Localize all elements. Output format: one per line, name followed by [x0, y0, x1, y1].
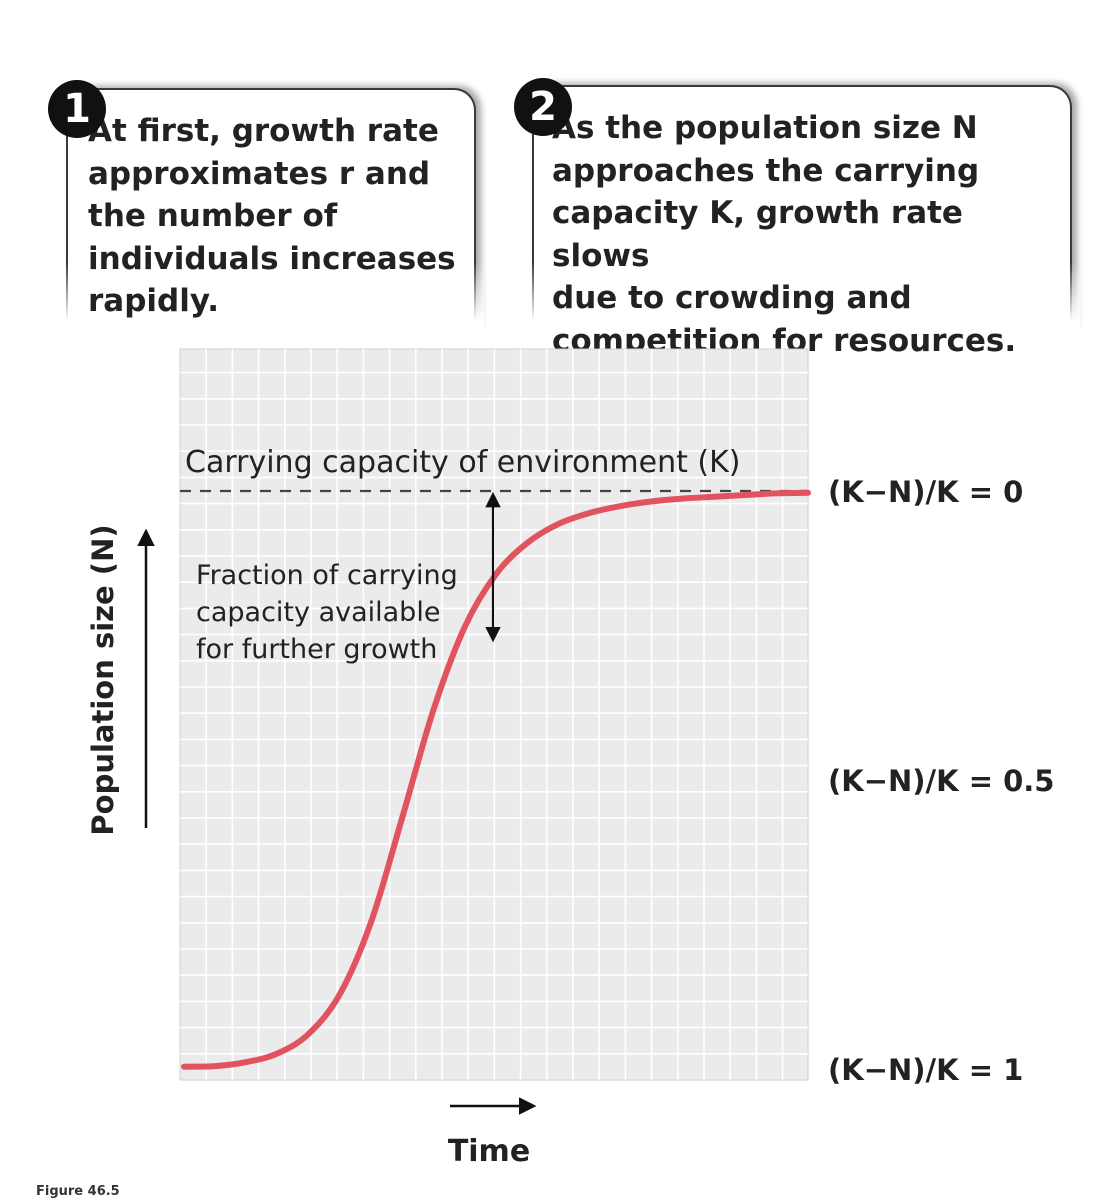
- available-capacity-label-line: Fraction of carrying: [196, 560, 458, 591]
- ratio-label-1: (K−N)/K = 0: [828, 475, 1023, 509]
- grid: [180, 349, 808, 1080]
- callout-2: As the population size N approaches the …: [528, 85, 1080, 359]
- ratio-label-3: (K−N)/K = 1: [828, 1053, 1023, 1087]
- callout-1: At first, growth rate approximates r and…: [62, 88, 484, 332]
- available-capacity-label: Fraction of carrying capacity available fo…: [196, 560, 458, 665]
- carrying-capacity-label: Carrying capacity of environment (K): [185, 445, 740, 480]
- step-1-badge: 1: [48, 80, 106, 138]
- population-curve: [181, 489, 811, 1070]
- y-axis-label: Population size (N): [86, 524, 120, 835]
- ratio-label-2: (K−N)/K = 0.5: [828, 764, 1054, 798]
- callout-1-text: At first, growth rate approximates r and…: [88, 113, 456, 319]
- step-2-badge: 2: [514, 78, 572, 136]
- x-axis-label: Time: [448, 1134, 530, 1169]
- available-capacity-label-line: for further growth: [196, 634, 437, 665]
- figure-caption: Figure 46.5: [36, 1184, 120, 1199]
- available-capacity-label-line: capacity available: [196, 597, 440, 628]
